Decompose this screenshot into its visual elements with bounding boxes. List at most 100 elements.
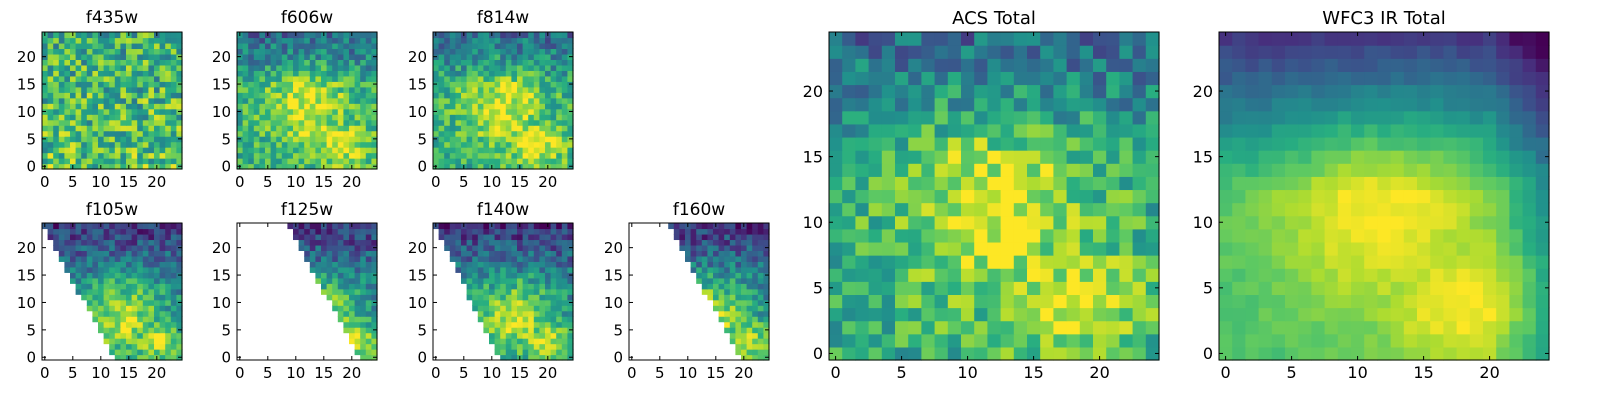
heatmap-cell [461,92,468,99]
heatmap-cell [81,103,88,110]
heatmap-cell [81,147,88,154]
heatmap-cell [729,310,736,317]
heatmap-cell [47,228,54,235]
heatmap-cell [120,283,127,290]
heatmap-cell [148,299,155,306]
heatmap-cell [505,305,512,312]
heatmap-cell [270,81,277,88]
heatmap-cell [881,58,896,72]
heatmap-cell [724,255,731,262]
heatmap-cell [511,147,518,154]
heatmap-cell [131,305,138,312]
heatmap-cell [690,255,697,262]
heatmap-cell [298,136,305,143]
heatmap-cell [1311,84,1326,99]
heatmap-cell [449,32,456,39]
heatmap-cell [461,255,468,262]
heatmap-cell [120,223,127,230]
heatmap-cell [1469,202,1484,217]
heatmap-cell [494,32,501,39]
heatmap-cell [690,239,697,246]
heatmap-cell [86,163,93,170]
heatmap-cell [438,32,445,39]
heatmap-cell [556,250,563,257]
heatmap-cell [1232,268,1246,282]
heatmap-cell [1443,71,1458,86]
heatmap-cell [1079,71,1094,86]
heatmap-cell [159,70,166,77]
heatmap-cell [326,261,333,268]
heatmap-cell [58,239,65,246]
heatmap-cell [371,59,378,66]
heatmap-cell [298,108,305,115]
heatmap-cell [1351,163,1365,177]
heatmap-cell [1298,346,1312,361]
heatmap-cell [517,305,524,312]
heatmap-cell [265,136,272,143]
heatmap-cell [92,114,99,121]
heatmap-cell [1000,163,1015,177]
heatmap-cell [1522,333,1537,348]
heatmap-cell [47,152,54,159]
heatmap-cell [349,305,356,312]
heatmap-cell [1119,228,1134,243]
heatmap-cell [170,64,177,71]
heatmap-cell [98,244,105,251]
heatmap-cell [511,48,518,55]
heatmap-cell [1013,228,1028,243]
heatmap-cell [961,58,975,72]
heatmap-cell [556,75,563,82]
heatmap-cell [142,53,149,60]
heatmap-cell [371,141,378,148]
heatmap-cell [763,223,770,230]
heatmap-cell [690,250,697,257]
heatmap-cell [159,244,166,251]
heatmap-cell [170,310,177,317]
heatmap-cell [75,59,82,66]
heatmap-cell [332,108,339,115]
heatmap-cell [58,59,65,66]
heatmap-cell [757,255,764,262]
heatmap-cell [47,158,54,165]
heatmap-cell [550,163,557,170]
heatmap-cell [165,114,172,121]
heatmap-cell [500,141,507,148]
heatmap-cell [360,125,367,132]
heatmap-cell [242,119,249,126]
heatmap-cell [159,119,166,126]
heatmap-cell [685,228,692,235]
heatmap-cell [752,294,759,301]
heatmap-cell [248,42,255,50]
heatmap-cell [829,281,843,295]
heatmap-cell [895,241,909,256]
heatmap-cell [75,119,82,126]
heatmap-cell [165,233,172,241]
heatmap-cell [47,37,54,44]
heatmap-cell [921,163,936,177]
heatmap-cell [1066,241,1081,256]
heatmap-cell [337,283,344,290]
heatmap-cell [349,97,356,104]
heatmap-cell [466,125,473,132]
heatmap-cell [934,110,949,125]
heatmap-cell [109,42,116,50]
heatmap-cell [1535,228,1550,243]
heatmap-cell [343,48,350,55]
heatmap-cell [1132,346,1147,361]
heatmap-cell [545,53,552,60]
heatmap-cell [47,59,54,66]
heatmap-cell [1324,255,1339,269]
heatmap-cell [287,42,294,50]
heatmap-cell [1245,176,1260,191]
heatmap-cell [109,343,116,350]
heatmap-cell [1285,228,1299,243]
heatmap-cell [1298,136,1312,151]
heatmap-cell [349,158,356,165]
x-tick-label: 5 [897,363,907,382]
heatmap-cell [1469,241,1484,256]
heatmap-cell [449,59,456,66]
heatmap-cell [974,136,988,151]
heatmap-cell [176,119,183,126]
heatmap-cell [494,228,501,235]
heatmap-cell [921,136,936,151]
